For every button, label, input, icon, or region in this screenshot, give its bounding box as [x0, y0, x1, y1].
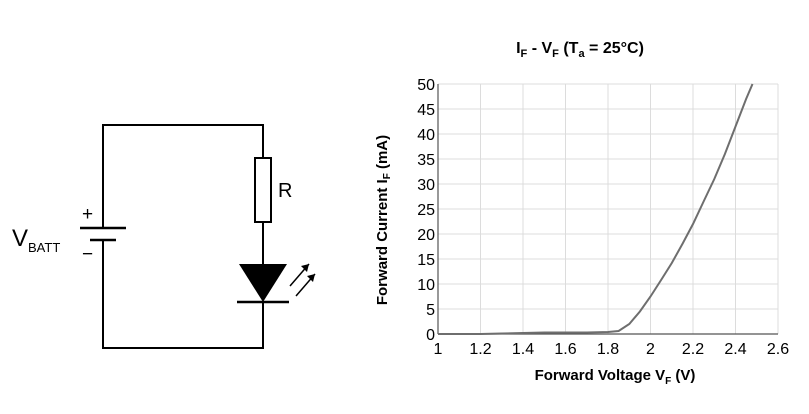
y-tick-label: 20 — [417, 227, 435, 244]
y-tick-label: 50 — [417, 77, 435, 94]
forward-current-chart: Forward Current IF (mA) 1 1.2 1.4 1.6 1.8 2 2.… — [374, 77, 789, 358]
x-tick-label: 1.6 — [554, 341, 576, 358]
y-tick-label: 35 — [417, 152, 435, 169]
x-axis-label: Forward Voltage VF (V) — [534, 367, 696, 387]
series-line-if-vs-vf — [438, 83, 754, 335]
y-tick-label: 0 — [426, 327, 435, 344]
circuit-wire-top — [102, 124, 264, 218]
resistor-label: R — [278, 180, 292, 202]
light-emission-arrows-icon — [289, 263, 316, 297]
y-tick-label: 10 — [417, 277, 435, 294]
svg-text:Forward Current IF (mA): Forward Current IF (mA) — [374, 135, 393, 305]
y-tick-label: 25 — [417, 202, 435, 219]
led-diode-triangle — [239, 264, 287, 302]
x-tick-label: 1.8 — [597, 341, 619, 358]
y-tick-label: 30 — [417, 177, 435, 194]
y-tick-label: 40 — [417, 127, 435, 144]
led-circuit-diagram: + − VBATT R — [12, 124, 316, 349]
x-tick-label: 2.6 — [767, 341, 789, 358]
resistor-symbol — [254, 157, 272, 223]
y-tick-label: 45 — [417, 102, 435, 119]
chart-title: IF - VF (Ta = 25°C) — [516, 40, 644, 61]
y-axis-label: Forward Current IF (mA) — [374, 135, 393, 305]
battery-label: VBATT — [12, 225, 60, 255]
circuit-wire-bottom — [102, 245, 264, 349]
x-tick-label: 2.2 — [682, 341, 704, 358]
x-tick-label: 1.4 — [512, 341, 534, 358]
x-tick-label: 1 — [434, 341, 443, 358]
x-tick-label: 2.4 — [724, 341, 746, 358]
x-tick-label: 1.2 — [469, 341, 491, 358]
y-tick-label: 15 — [417, 252, 435, 269]
x-tick-label: 2 — [646, 341, 655, 358]
battery-plus-sign: + — [82, 204, 93, 225]
battery-minus-sign: − — [82, 244, 93, 265]
y-tick-label: 5 — [426, 302, 435, 319]
